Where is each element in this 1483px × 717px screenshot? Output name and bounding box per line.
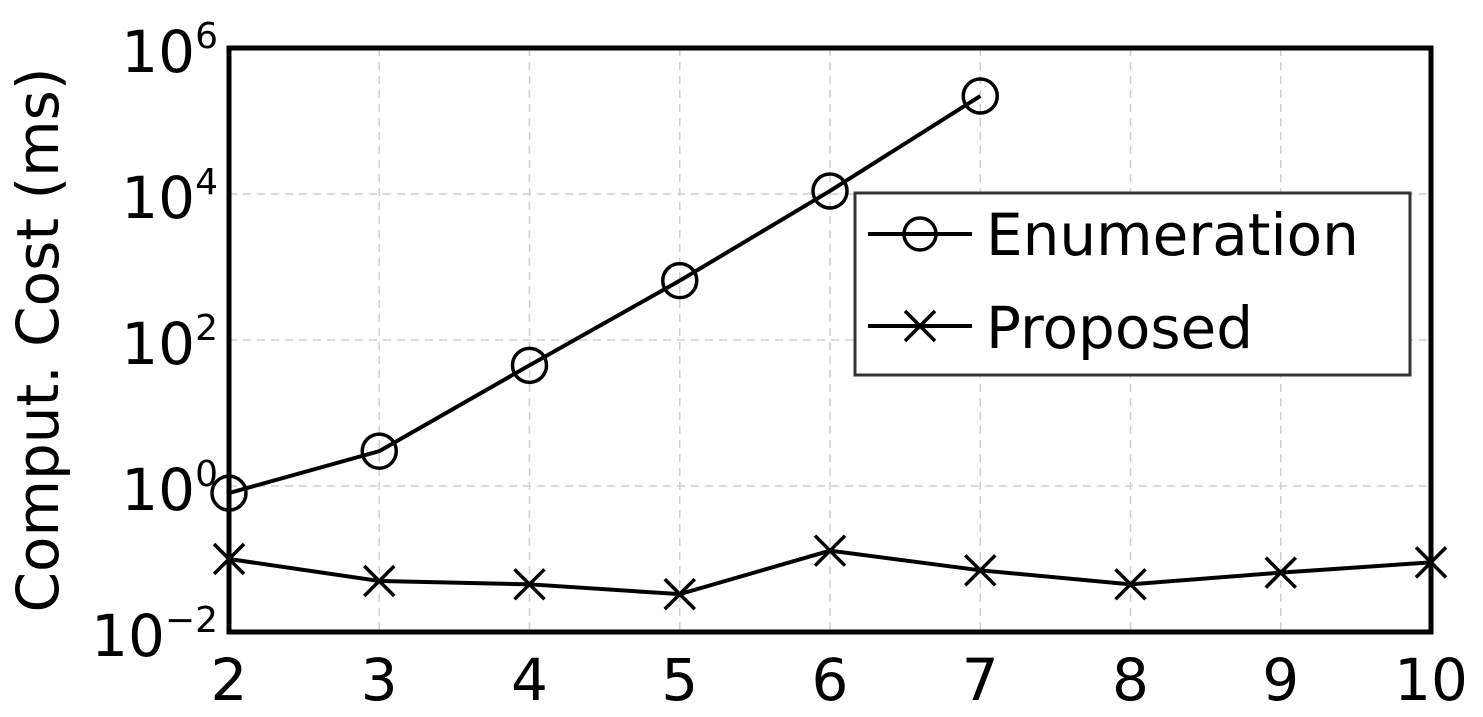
plot-frame <box>226 45 1434 635</box>
legend-box <box>853 191 1412 377</box>
x-tick-label: 8 <box>1112 646 1149 714</box>
y-axis-label: Comput. Cost (ms) <box>4 67 72 612</box>
legend: Enumeration Proposed <box>853 191 1412 377</box>
x-tick-label: 7 <box>962 646 999 714</box>
legend-proposed-marker <box>903 309 937 343</box>
y-tick-label: 106 <box>121 16 218 86</box>
enumeration-point <box>961 77 999 115</box>
y-tick-label: 102 <box>121 308 218 378</box>
x-tick-label: 5 <box>661 646 698 714</box>
x-tick-label: 6 <box>812 646 849 714</box>
y-tick-exponent: 6 <box>195 16 218 57</box>
x-tick-label: 2 <box>211 646 248 714</box>
enumeration-point <box>360 432 398 470</box>
y-tick-base: 10 <box>121 18 195 86</box>
y-tick-exponent: 0 <box>195 454 218 495</box>
proposed-point <box>1264 556 1297 589</box>
x-tick-label: 4 <box>511 646 548 714</box>
x-tick-label: 9 <box>1262 646 1299 714</box>
y-tick-base: 10 <box>121 456 195 524</box>
proposed-point <box>1114 568 1147 601</box>
legend-enumeration-label: Enumeration <box>986 201 1359 269</box>
y-tick-exponent: −2 <box>165 600 218 641</box>
proposed-point <box>964 554 997 587</box>
legend-enumeration-marker <box>902 216 938 252</box>
enumeration-line <box>228 94 982 496</box>
y-tick-exponent: 4 <box>195 162 218 203</box>
y-tick-base: 10 <box>91 602 165 670</box>
enumeration-point <box>661 261 699 300</box>
proposed-point <box>663 577 696 611</box>
x-tick-labels: 2 3 4 5 6 7 8 9 10 <box>211 646 1468 714</box>
y-tick-label: 10−2 <box>91 600 218 670</box>
y-tick-exponent: 2 <box>195 308 218 349</box>
proposed-point <box>813 534 847 567</box>
y-tick-label: 104 <box>121 162 218 232</box>
x-tick-label: 3 <box>361 646 398 714</box>
y-tick-base: 10 <box>121 310 195 378</box>
legend-proposed-label: Proposed <box>986 294 1253 362</box>
y-tick-label: 100 <box>121 454 218 524</box>
enumeration-point <box>510 346 549 385</box>
y-tick-base: 10 <box>121 164 195 232</box>
proposed-point <box>363 564 396 598</box>
x-tick-label: 10 <box>1394 646 1468 714</box>
enumeration-point <box>811 172 849 210</box>
proposed-point <box>513 568 546 601</box>
